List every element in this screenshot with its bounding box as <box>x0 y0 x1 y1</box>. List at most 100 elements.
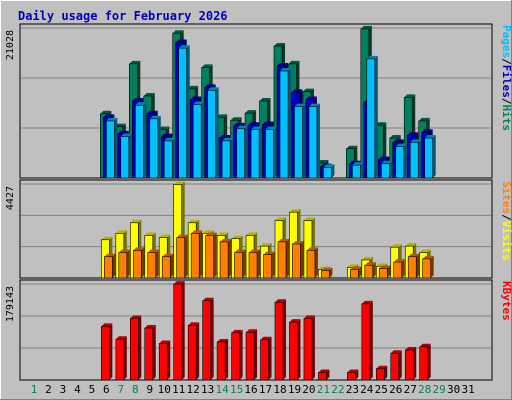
bar-top <box>175 39 187 43</box>
bar-pages-day-10 <box>163 140 173 179</box>
day-label: 25 <box>375 383 388 396</box>
bar-top <box>422 255 434 259</box>
bar-top <box>176 234 188 238</box>
bar-top <box>201 64 213 68</box>
bar-kbytes-day-27 <box>404 349 414 381</box>
bar-side <box>172 137 176 178</box>
bar-top <box>101 236 113 240</box>
bar-top <box>220 238 232 242</box>
bar-top <box>424 135 436 139</box>
bar-top <box>263 251 275 255</box>
bar-top <box>303 315 315 319</box>
bar-sites-day-6 <box>104 256 113 279</box>
bar-side <box>199 230 203 278</box>
bar-top <box>262 121 274 125</box>
bar-sites-day-27 <box>407 256 417 279</box>
bar-top <box>202 297 214 301</box>
bar-side <box>416 253 420 278</box>
bar-kbytes-day-6 <box>101 326 110 381</box>
bar-top <box>419 343 431 347</box>
bar-top <box>159 234 171 238</box>
bar-top <box>303 217 315 221</box>
bar-top <box>306 247 318 251</box>
bar-top <box>188 322 200 326</box>
axis-max-label: 4427 <box>5 186 16 210</box>
day-label: 10 <box>158 383 171 396</box>
bar-top <box>317 160 329 164</box>
day-label: 13 <box>201 383 214 396</box>
day-labels: 1 2 3 4 5 6 7 8 9 10 11 12 13 14 15 16 17 18 19 20 21 22 23 24 2… <box>31 383 475 396</box>
bar-side <box>389 160 393 178</box>
bar-top <box>352 162 364 166</box>
bar-side <box>331 164 335 178</box>
day-label: 5 <box>89 383 96 396</box>
bar-pages-day-16 <box>250 129 260 179</box>
bar-top <box>233 122 245 126</box>
bar-top <box>260 336 272 340</box>
bar-side <box>242 249 246 278</box>
bar-side <box>355 369 359 380</box>
bar-top <box>265 126 277 130</box>
bar-side <box>259 126 263 178</box>
bar-side <box>257 249 261 278</box>
bar-top <box>246 329 258 333</box>
bar-top <box>318 369 330 373</box>
series-pages <box>106 45 436 179</box>
bar-top <box>389 135 401 139</box>
bar-top <box>205 232 217 236</box>
bar-pages-day-25 <box>380 163 390 179</box>
bar-top <box>376 365 388 369</box>
bar-top <box>187 85 199 89</box>
bar-top <box>305 96 317 100</box>
bar-top <box>302 88 314 92</box>
bar-top <box>421 129 433 133</box>
bar-top <box>101 323 113 327</box>
day-label: 18 <box>273 383 286 396</box>
bar-top <box>249 249 261 253</box>
bar-pages-day-28 <box>424 137 433 179</box>
bar-top <box>231 329 243 333</box>
bar-top <box>404 94 416 98</box>
bar-side <box>196 322 200 380</box>
bar-top <box>146 110 158 114</box>
bar-top <box>115 230 127 234</box>
bar-top <box>193 101 205 105</box>
bar-top <box>251 126 263 130</box>
bar-top <box>217 232 229 236</box>
bar-side <box>372 262 376 278</box>
bar-top <box>188 219 200 223</box>
bar-pages-day-12 <box>192 104 202 179</box>
bar-side <box>239 329 243 380</box>
legend-entry: Pages <box>500 25 512 58</box>
panel-legend: Pages/Files/Hits <box>500 25 512 131</box>
bar-top <box>393 259 405 263</box>
bar-sites-day-23 <box>350 269 359 279</box>
bar-sites-day-9 <box>147 252 157 279</box>
bar-top <box>191 230 203 234</box>
bar-sites-day-19 <box>292 243 301 279</box>
bar-kbytes-day-25 <box>375 368 385 381</box>
bar-top <box>360 25 372 29</box>
bar-side <box>273 126 277 178</box>
bar-top <box>289 209 301 213</box>
bar-kbytes-day-11 <box>173 283 182 381</box>
bar-top <box>216 114 228 118</box>
legend-entry: / <box>500 214 512 221</box>
panel-hits-files-pages: 21028 Pages/Files/Hits <box>5 23 512 179</box>
bar-top <box>190 96 202 100</box>
bar-top <box>115 336 127 340</box>
bar-sites-day-25 <box>378 268 388 279</box>
bar-side <box>326 369 330 380</box>
bar-pages-day-24 <box>366 58 376 179</box>
bar-kbytes-day-20 <box>303 318 313 381</box>
bar-side <box>384 365 388 380</box>
day-label: 21 <box>317 383 330 396</box>
bar-top <box>361 300 373 304</box>
bar-sites-day-18 <box>277 241 287 279</box>
bar-top <box>178 45 190 49</box>
bar-pages-day-17 <box>265 129 274 179</box>
day-label: 31 <box>461 383 474 396</box>
bar-top <box>144 325 156 329</box>
bar-top <box>366 55 378 59</box>
day-label: 29 <box>433 383 446 396</box>
